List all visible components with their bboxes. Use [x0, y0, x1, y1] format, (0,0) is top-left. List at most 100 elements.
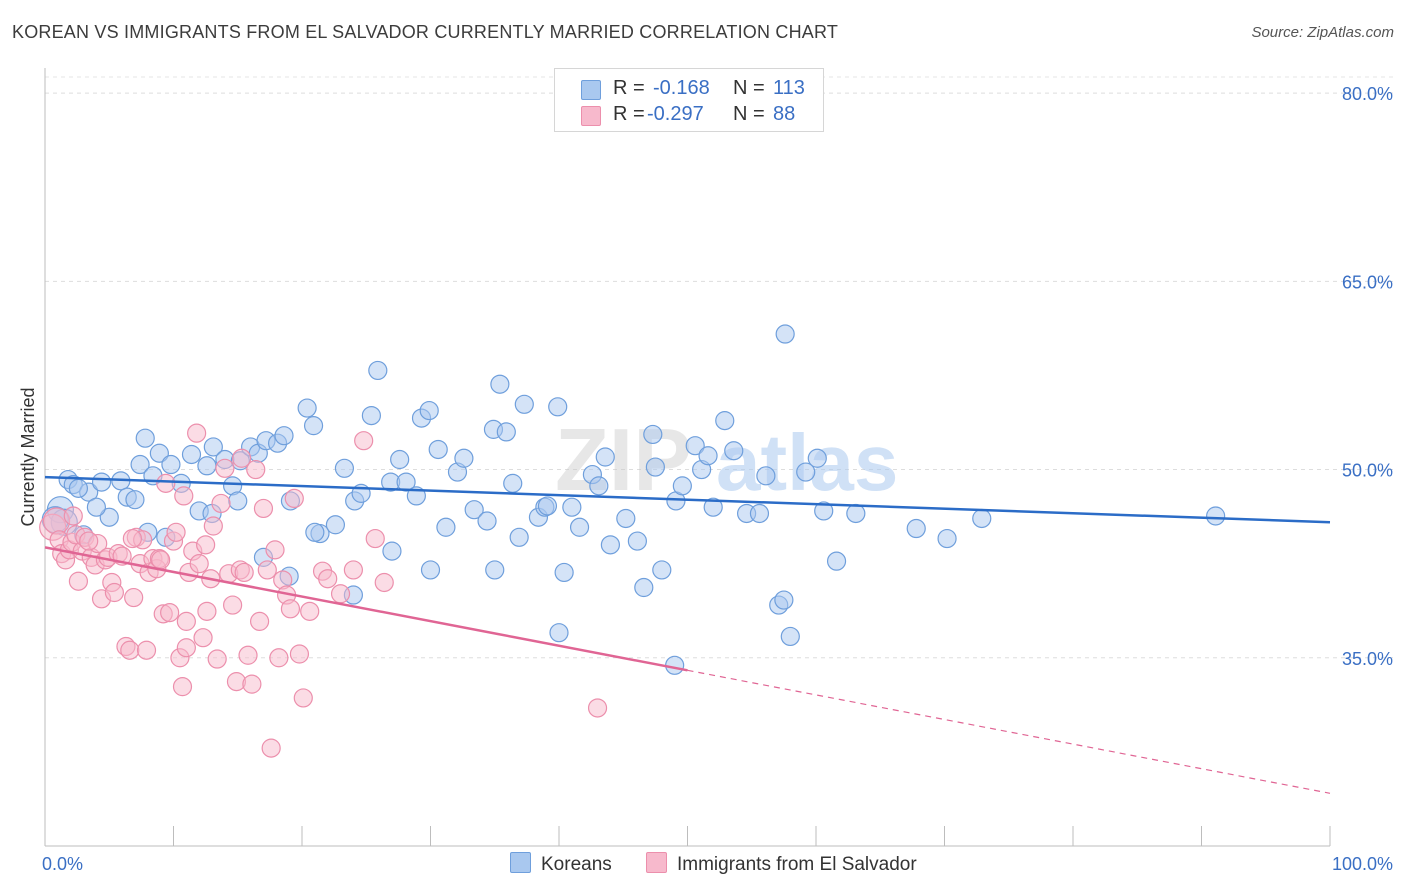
legend-n-label: N =	[733, 77, 765, 99]
data-point	[261, 738, 281, 758]
data-point	[698, 446, 718, 466]
data-point	[368, 360, 388, 381]
data-point	[685, 436, 705, 456]
data-point	[906, 518, 926, 539]
data-point	[246, 459, 266, 480]
data-point	[634, 577, 654, 598]
data-point	[223, 595, 243, 615]
data-point	[172, 677, 193, 697]
y-tick-label: 35.0%	[1342, 649, 1393, 669]
data-point	[203, 437, 223, 457]
data-point	[79, 531, 99, 551]
data-point	[124, 587, 144, 608]
data-point	[749, 503, 770, 524]
source-credit: Source: ZipAtlas.com	[1251, 24, 1394, 41]
data-point	[503, 473, 523, 493]
y-tick-label: 65.0%	[1342, 272, 1393, 292]
legend-row-salvador: R = -0.297 N = 88	[555, 101, 823, 129]
data-point	[303, 416, 324, 436]
trend-lines	[44, 475, 1331, 794]
data-point	[193, 628, 213, 648]
data-point	[207, 649, 227, 669]
data-point	[937, 528, 957, 549]
data-point	[365, 528, 385, 549]
data-point	[293, 688, 313, 708]
data-point	[187, 423, 207, 443]
data-point	[361, 405, 381, 426]
salvador-legend-swatch-icon	[646, 852, 667, 873]
data-point	[174, 486, 194, 506]
data-point	[136, 640, 157, 660]
y-tick-label: 50.0%	[1342, 461, 1393, 481]
data-point	[774, 590, 794, 610]
data-point	[284, 488, 304, 509]
data-point	[537, 496, 558, 516]
data-point	[125, 490, 145, 510]
chart-title: KOREAN VS IMMIGRANTS FROM EL SALVADOR CU…	[12, 22, 839, 42]
data-point	[63, 506, 83, 526]
legend-row-koreans: R = -0.168 N = 113	[555, 75, 823, 103]
bottom-legend-salvador: Immigrants from El Salvador	[646, 852, 917, 876]
data-point	[382, 541, 402, 561]
y-axis-label: Currently Married	[18, 387, 38, 526]
data-point	[1206, 506, 1226, 526]
data-point	[569, 517, 590, 537]
salvador-swatch-icon	[581, 106, 601, 126]
data-point	[249, 611, 270, 631]
data-point	[396, 472, 416, 492]
data-point	[756, 466, 776, 486]
data-point	[253, 498, 274, 519]
data-point	[715, 411, 735, 431]
axes	[44, 68, 1331, 847]
data-point	[643, 424, 663, 445]
watermark-zip: ZIP	[555, 410, 692, 509]
data-point	[280, 599, 301, 619]
data-point	[176, 638, 196, 658]
data-point	[554, 562, 574, 583]
data-point	[151, 550, 171, 570]
data-point	[161, 454, 181, 475]
data-point	[176, 611, 196, 631]
data-point	[428, 439, 448, 460]
data-point	[68, 478, 89, 498]
data-point	[68, 571, 89, 591]
data-point	[972, 508, 992, 529]
data-point	[274, 426, 294, 446]
y-tick-label: 80.0%	[1342, 84, 1393, 104]
data-point	[477, 511, 497, 531]
data-point	[122, 528, 142, 549]
data-point	[135, 428, 155, 448]
salvador-legend-label: Immigrants from El Salvador	[677, 854, 917, 875]
koreans-swatch-icon	[581, 80, 601, 100]
data-point	[548, 397, 568, 417]
x-tick-label: 100.0%	[1332, 854, 1393, 874]
koreans-trend-line	[44, 475, 1331, 524]
data-point	[464, 500, 484, 520]
tick-labels: 35.0% 50.0% 65.0% 80.0% 0.0% 100.0%	[42, 84, 1393, 874]
salvador-trend-extension	[687, 669, 1331, 794]
data-point	[297, 398, 317, 418]
data-point	[232, 448, 252, 468]
correlation-legend: R = -0.168 N = 113 R = -0.297 N = 88	[554, 68, 824, 132]
data-point	[496, 422, 516, 442]
salvador-points	[39, 423, 608, 758]
data-point	[330, 584, 351, 604]
data-point	[807, 448, 827, 468]
data-point	[846, 503, 866, 524]
data-point	[419, 400, 439, 421]
koreans-legend-label: Koreans	[541, 854, 612, 875]
data-point	[616, 508, 636, 529]
legend-r-label: R =	[613, 77, 645, 99]
data-point	[149, 443, 169, 463]
data-point	[189, 554, 209, 574]
data-point	[238, 645, 258, 665]
data-point	[86, 497, 107, 517]
legend-n-value: 113	[773, 77, 805, 99]
data-point	[300, 601, 320, 621]
legend-n-label: N =	[733, 103, 765, 125]
data-point	[390, 449, 410, 470]
data-point	[197, 456, 217, 476]
data-point	[780, 626, 800, 647]
data-point	[234, 562, 254, 583]
